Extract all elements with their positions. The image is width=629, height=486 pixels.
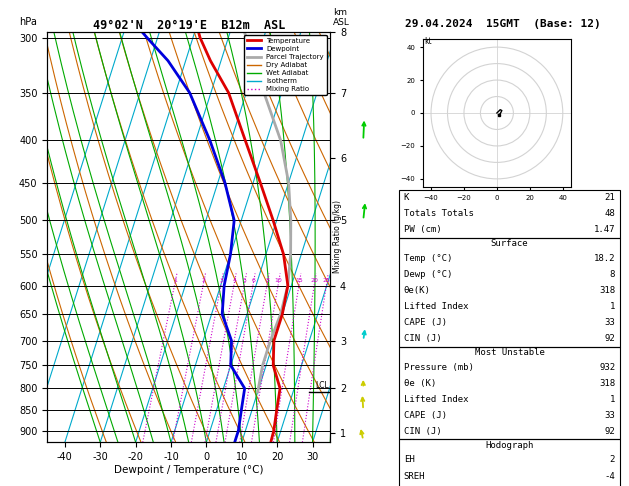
Text: LCL: LCL: [315, 381, 329, 390]
Text: 21: 21: [604, 193, 615, 202]
Text: 92: 92: [604, 334, 615, 343]
Text: 33: 33: [604, 411, 615, 420]
Text: 3: 3: [220, 278, 223, 282]
Text: 20: 20: [311, 278, 319, 282]
Text: 318: 318: [599, 379, 615, 388]
Text: CAPE (J): CAPE (J): [404, 411, 447, 420]
Text: Lifted Index: Lifted Index: [404, 302, 469, 311]
Text: 48: 48: [604, 209, 615, 218]
Legend: Temperature, Dewpoint, Parcel Trajectory, Dry Adiabat, Wet Adiabat, Isotherm, Mi: Temperature, Dewpoint, Parcel Trajectory…: [244, 35, 326, 95]
Text: CIN (J): CIN (J): [404, 334, 442, 343]
Text: Most Unstable: Most Unstable: [474, 348, 545, 357]
Title: 49°02'N  20°19'E  B12m  ASL: 49°02'N 20°19'E B12m ASL: [92, 18, 285, 32]
Text: Pressure (mb): Pressure (mb): [404, 363, 474, 372]
Text: 18.2: 18.2: [594, 254, 615, 263]
Text: 6: 6: [252, 278, 255, 282]
Text: Totals Totals: Totals Totals: [404, 209, 474, 218]
Text: θe(K): θe(K): [404, 286, 431, 295]
Text: Hodograph: Hodograph: [486, 441, 533, 450]
Text: 10: 10: [275, 278, 282, 282]
Text: 8: 8: [610, 270, 615, 279]
Text: CAPE (J): CAPE (J): [404, 318, 447, 327]
Text: SREH: SREH: [404, 471, 425, 481]
Text: 1: 1: [610, 302, 615, 311]
Text: CIN (J): CIN (J): [404, 427, 442, 436]
Text: EH: EH: [404, 455, 415, 465]
Text: kt: kt: [425, 37, 432, 46]
Text: hPa: hPa: [19, 17, 36, 28]
Text: Dewp (°C): Dewp (°C): [404, 270, 452, 279]
Text: 5: 5: [243, 278, 247, 282]
Text: 932: 932: [599, 363, 615, 372]
Text: 2: 2: [610, 455, 615, 465]
Text: PW (cm): PW (cm): [404, 225, 442, 234]
Text: θe (K): θe (K): [404, 379, 436, 388]
Text: 8: 8: [265, 278, 269, 282]
Text: 15: 15: [296, 278, 303, 282]
Text: 318: 318: [599, 286, 615, 295]
Text: Temp (°C): Temp (°C): [404, 254, 452, 263]
Text: 1: 1: [173, 278, 177, 282]
Text: 1: 1: [610, 395, 615, 404]
Text: 2: 2: [202, 278, 206, 282]
Text: 29.04.2024  15GMT  (Base: 12): 29.04.2024 15GMT (Base: 12): [405, 19, 601, 30]
Text: km
ASL: km ASL: [333, 8, 350, 27]
Text: K: K: [404, 193, 409, 202]
Text: -4: -4: [604, 471, 615, 481]
Text: Surface: Surface: [491, 240, 528, 248]
Text: 25: 25: [323, 278, 331, 282]
Text: 33: 33: [604, 318, 615, 327]
Text: 1.47: 1.47: [594, 225, 615, 234]
Text: Lifted Index: Lifted Index: [404, 395, 469, 404]
Text: Mixing Ratio (g/kg): Mixing Ratio (g/kg): [333, 200, 342, 274]
X-axis label: Dewpoint / Temperature (°C): Dewpoint / Temperature (°C): [114, 465, 264, 475]
Text: 4: 4: [233, 278, 237, 282]
Text: 92: 92: [604, 427, 615, 436]
